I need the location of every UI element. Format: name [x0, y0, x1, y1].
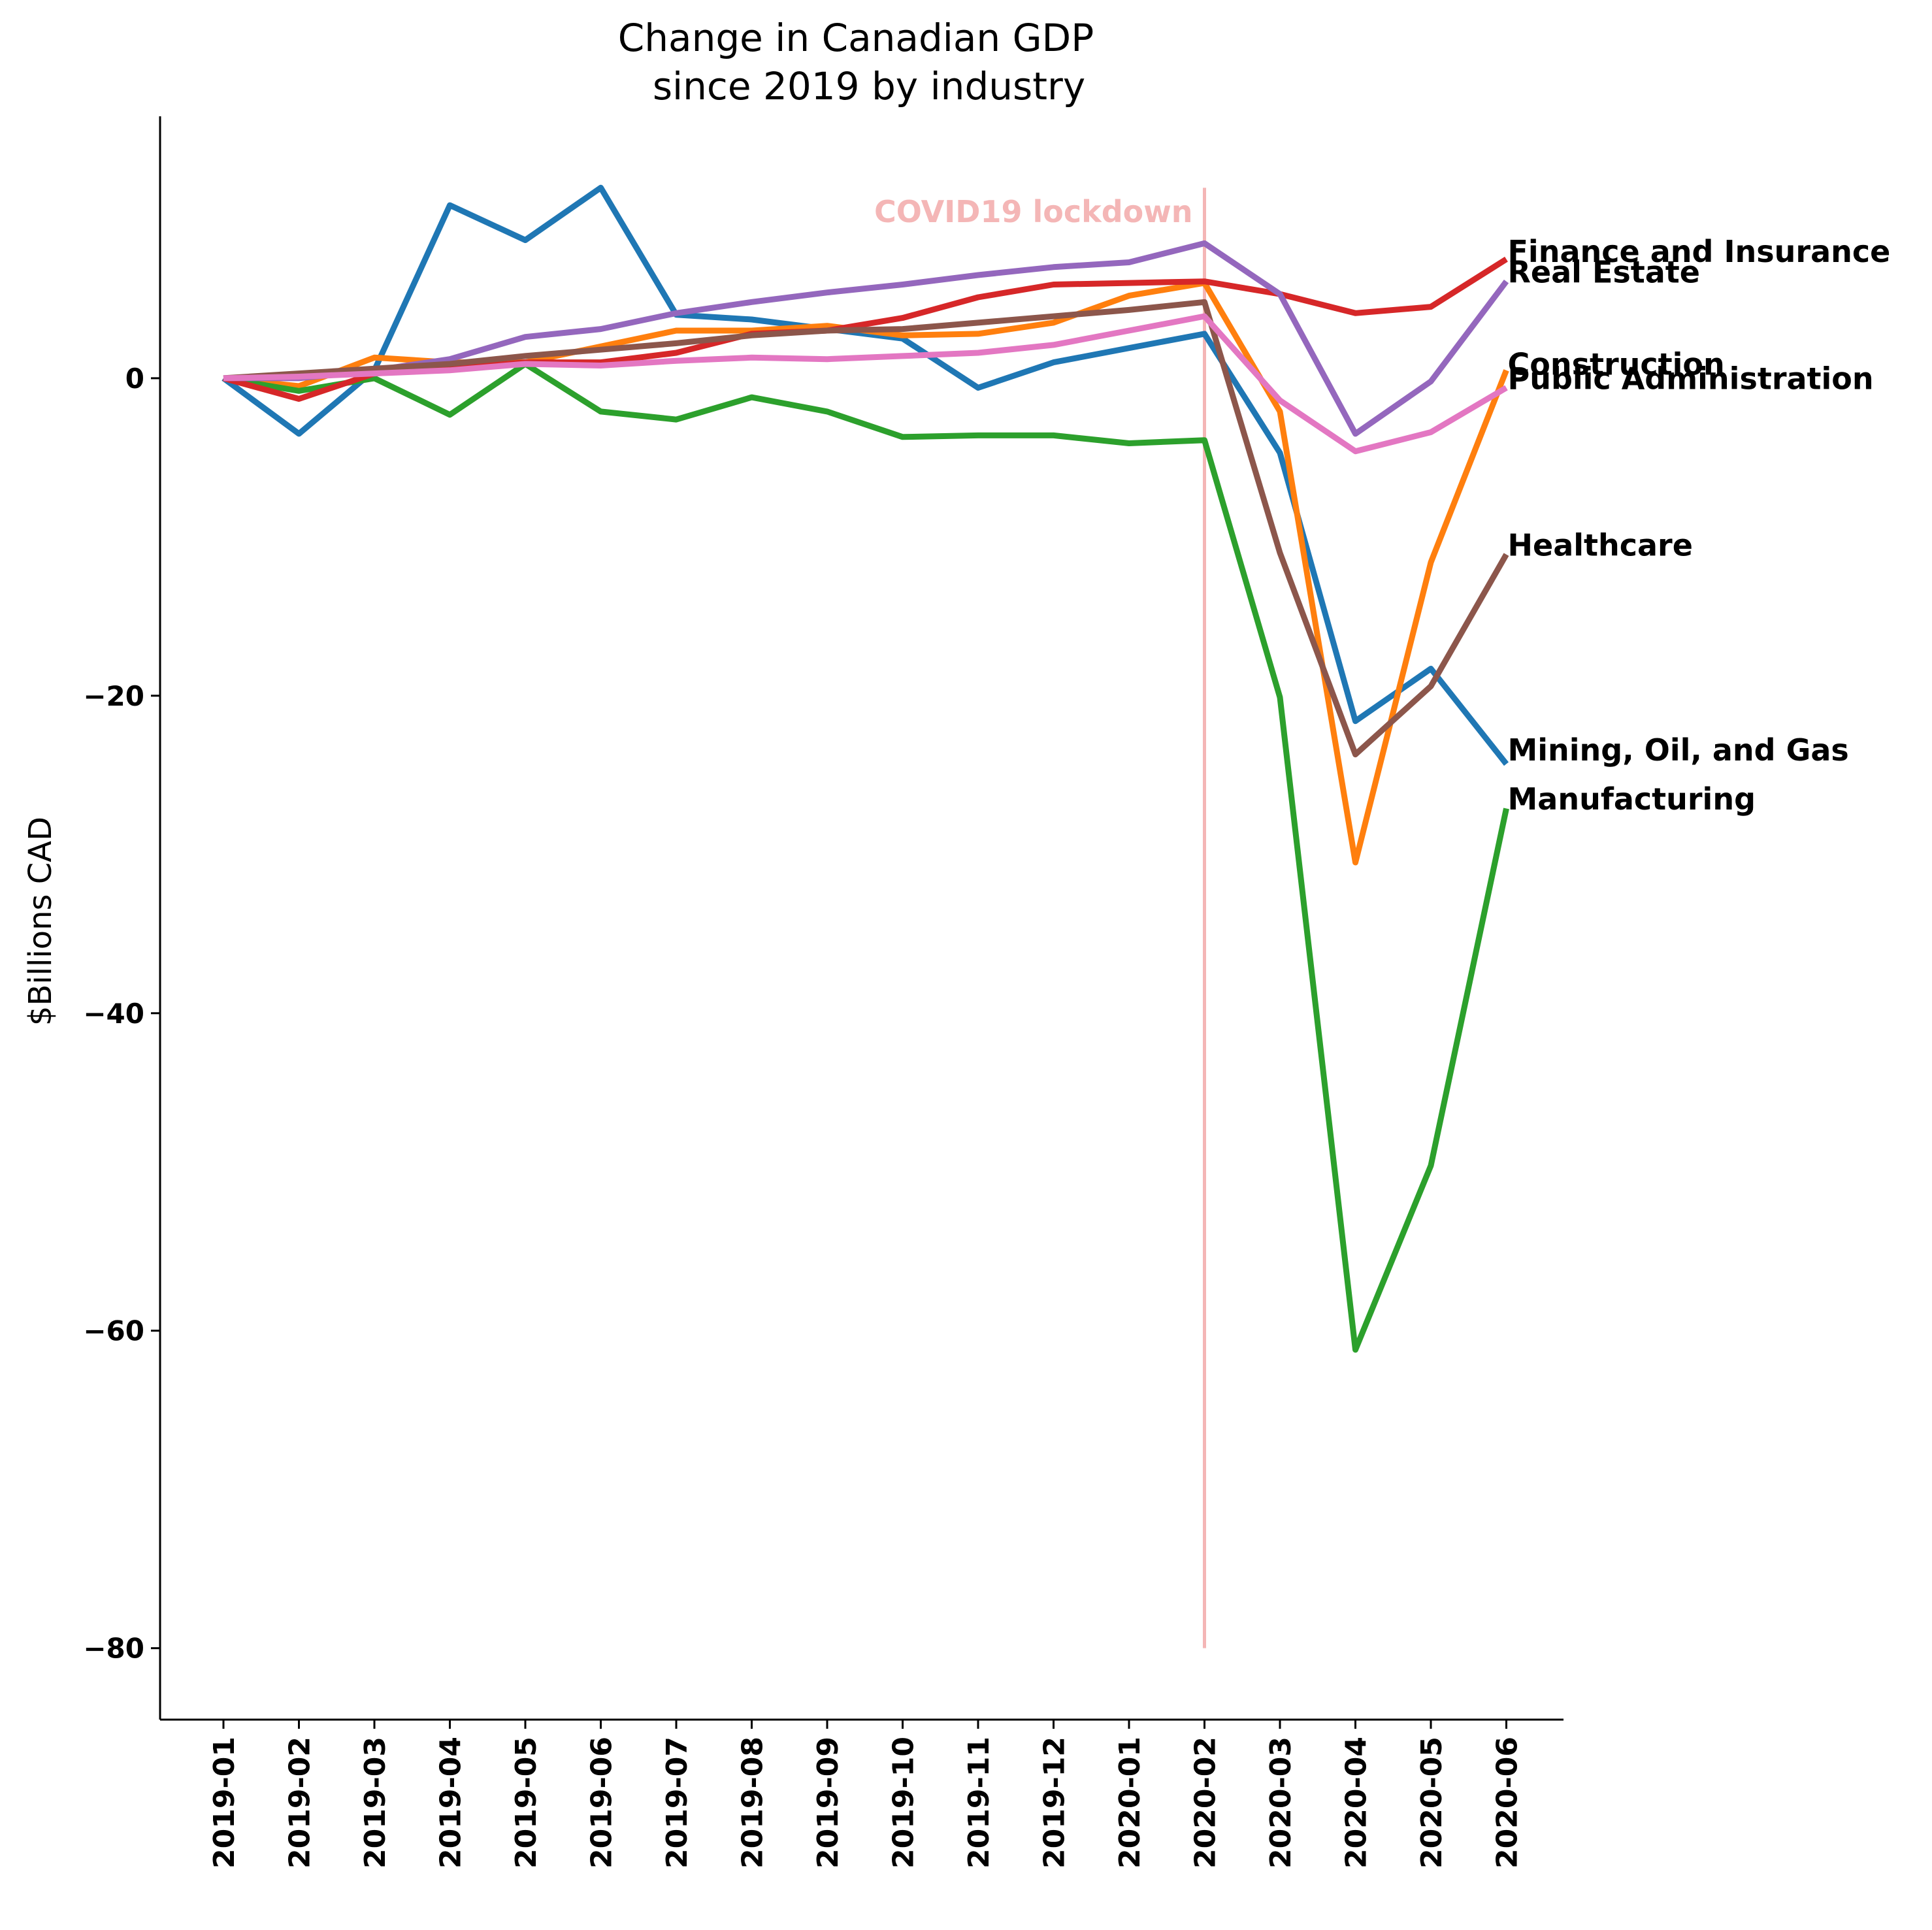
x-tick-label: 2020-04 [1340, 1737, 1373, 1869]
x-tick-label: 2019-03 [359, 1737, 392, 1869]
series-label-healthcare: Healthcare [1508, 527, 1693, 563]
x-tick-label: 2020-01 [1113, 1737, 1147, 1869]
x-tick-label: 2020-05 [1415, 1737, 1449, 1869]
x-tick-label: 2019-01 [208, 1737, 241, 1869]
series-end-labels: Mining, Oil, and Gas Construction Manufact… [1508, 234, 1891, 817]
series-lines [221, 184, 1509, 1353]
x-tick-label: 2020-02 [1189, 1737, 1222, 1869]
covid-lockdown-label: COVID19 lockdown [874, 194, 1193, 229]
x-ticks: 2019-01 2019-02 2019-03 2019-04 2019-05 2019-… [208, 1720, 1524, 1869]
chart-title-line-1: Change in Canadian GDP [618, 16, 1094, 60]
x-tick-label: 2019-10 [887, 1737, 921, 1869]
y-tick-label: −80 [83, 1633, 144, 1665]
series-line-public-administration [223, 313, 1508, 455]
y-tick-label: −20 [83, 680, 144, 712]
series-line-mining-oil-and-gas [221, 184, 1509, 766]
y-tick-label: −60 [83, 1315, 144, 1347]
series-label-mining-oil-and-gas: Mining, Oil, and Gas [1508, 732, 1849, 768]
series-label-real-estate: Real Estate [1508, 255, 1700, 290]
series-label-public-administration: Public Administration [1508, 361, 1874, 396]
series-label-construction: Construction [1508, 346, 1725, 382]
series-line-real-estate [223, 240, 1509, 437]
x-tick-label: 2019-04 [434, 1737, 468, 1869]
x-tick-label: 2019-05 [510, 1737, 543, 1869]
series-label-finance-and-insurance: Finance and Insurance [1508, 234, 1891, 269]
series-line-healthcare [223, 299, 1509, 758]
x-tick-label: 2019-02 [284, 1737, 317, 1869]
y-axis-label: $Billions CAD [22, 817, 59, 1026]
y-tick-label: 0 [125, 363, 144, 395]
x-tick-label: 2020-03 [1264, 1737, 1298, 1869]
covid-annotation: COVID19 lockdown [874, 188, 1206, 1648]
x-tick-label: 2019-12 [1038, 1737, 1072, 1869]
x-tick-label: 2020-06 [1491, 1737, 1524, 1869]
x-tick-label: 2019-08 [736, 1737, 770, 1869]
y-ticks: 0 −20 −40 −60 −80 [83, 363, 160, 1665]
x-tick-label: 2019-07 [661, 1737, 694, 1869]
x-tick-label: 2019-06 [585, 1737, 619, 1869]
x-tick-label: 2019-11 [962, 1737, 996, 1869]
chart-title-line-2: since 2019 by industry [653, 64, 1085, 108]
series-label-manufacturing: Manufacturing [1508, 781, 1756, 817]
series-line-manufacturing [223, 361, 1509, 1353]
y-tick-label: −40 [83, 998, 144, 1030]
x-tick-label: 2019-09 [811, 1737, 845, 1869]
